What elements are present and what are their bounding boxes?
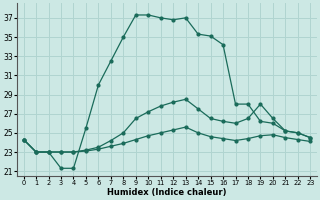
X-axis label: Humidex (Indice chaleur): Humidex (Indice chaleur) <box>107 188 227 197</box>
